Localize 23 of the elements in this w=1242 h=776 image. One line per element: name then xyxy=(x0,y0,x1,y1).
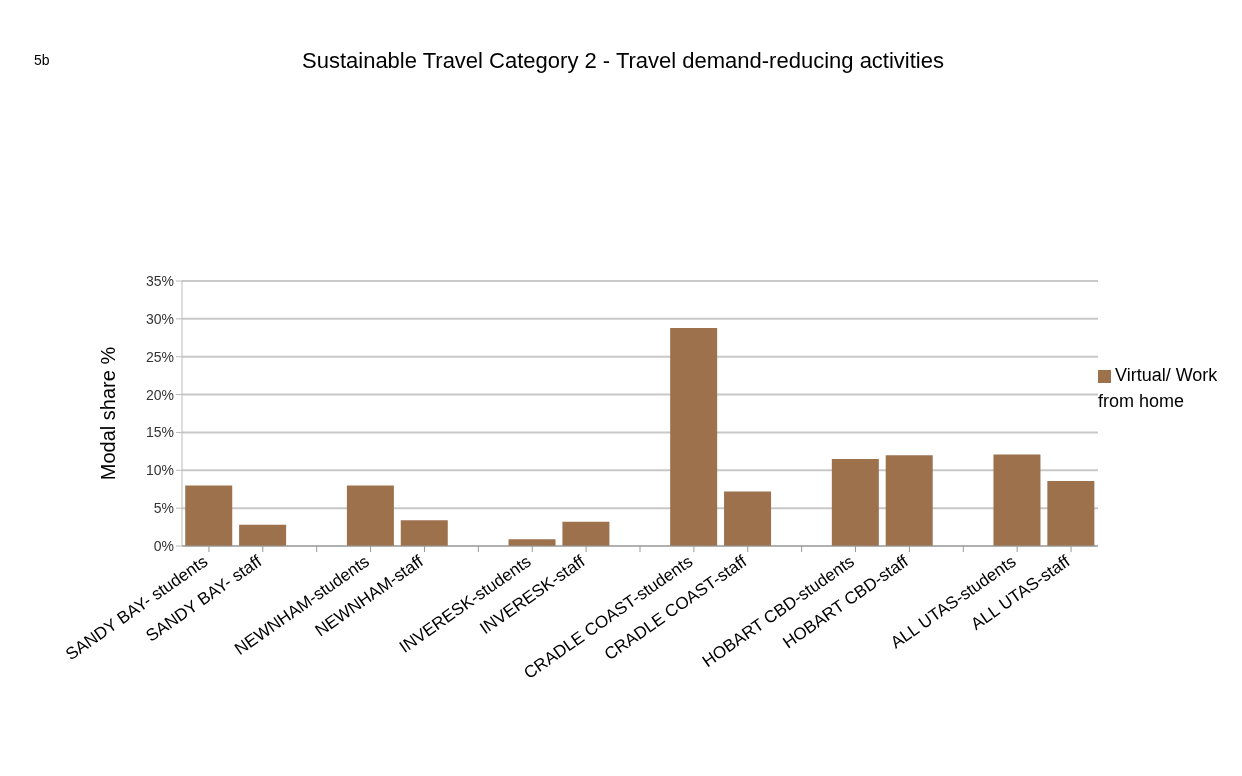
bar xyxy=(239,524,287,546)
legend-label: Virtual/ Work from home xyxy=(1098,365,1218,411)
y-tick-label: 20% xyxy=(145,386,174,403)
y-tick-label: 0% xyxy=(153,537,174,554)
bar xyxy=(346,485,394,546)
bar xyxy=(670,327,718,546)
bar xyxy=(400,520,448,546)
bar xyxy=(724,491,772,546)
chart-title: Sustainable Travel Category 2 - Travel demand-reducing activities xyxy=(302,48,944,73)
bar xyxy=(1047,480,1095,546)
y-tick-label: 5% xyxy=(153,500,174,517)
y-tick-label: 30% xyxy=(145,310,174,327)
y-tick-label: 35% xyxy=(145,272,174,289)
bar xyxy=(993,454,1041,546)
y-axis-title: Modal share % xyxy=(97,346,120,481)
text: 5b xyxy=(34,52,50,68)
bar xyxy=(885,455,933,546)
bar xyxy=(831,458,879,546)
y-tick-label: 25% xyxy=(145,348,174,365)
y-tick-label: 10% xyxy=(145,462,174,479)
bar xyxy=(185,485,233,546)
y-tick-label: 15% xyxy=(145,424,174,441)
bar xyxy=(562,521,610,546)
